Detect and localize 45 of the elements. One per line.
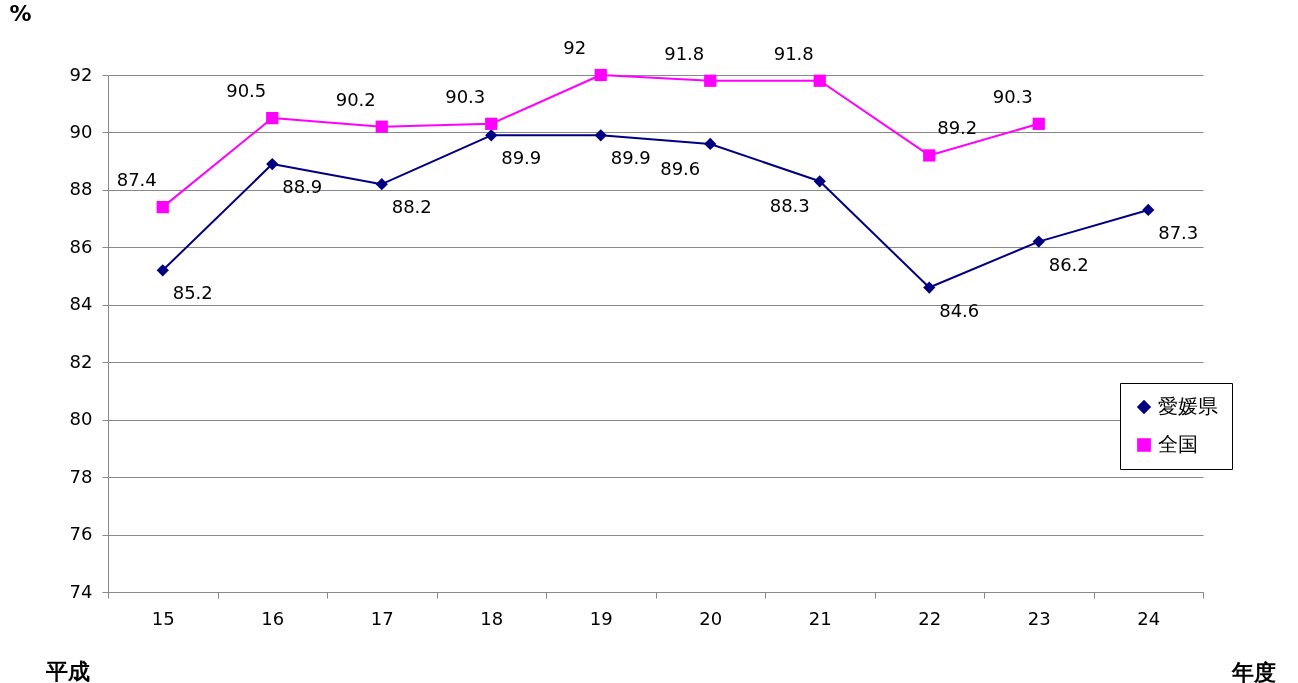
data-label: 90.3 — [445, 85, 486, 107]
data-label: 87.3 — [1158, 221, 1199, 243]
data-label: 84.6 — [939, 299, 980, 321]
data-label: 89.9 — [610, 147, 651, 169]
data-label: 87.4 — [116, 169, 157, 191]
data-label: 91.8 — [773, 42, 814, 64]
x-tick-label: 21 — [808, 607, 832, 629]
x-tick-label: 20 — [699, 607, 723, 629]
data-label: 92 — [563, 37, 587, 58]
data-label: 90.5 — [226, 80, 267, 102]
x-tick-label: 24 — [1137, 607, 1161, 629]
data-label: 89.6 — [660, 157, 701, 179]
y-tick-label: 80 — [69, 408, 93, 430]
y-tick-label: 90 — [69, 120, 93, 142]
legend-label: 愛媛県 — [1158, 394, 1218, 418]
data-label: 88.3 — [769, 195, 810, 217]
data-label: 88.2 — [391, 196, 432, 218]
data-label: 86.2 — [1048, 253, 1089, 275]
y-tick-label: 86 — [69, 235, 93, 257]
y-tick-label: 76 — [69, 523, 93, 545]
x-tick-label: 22 — [918, 607, 942, 629]
point — [156, 264, 169, 277]
y-axis-title: % — [9, 0, 32, 26]
x-tick-label: 23 — [1027, 607, 1051, 629]
x-tick-label: 16 — [261, 607, 285, 629]
legend-label: 全国 — [1158, 432, 1198, 456]
x-tick-label: 19 — [589, 607, 613, 629]
y-tick-label: 92 — [69, 63, 93, 85]
x-tick-label: 17 — [370, 607, 394, 629]
data-label: 90.2 — [335, 88, 376, 110]
y-tick-label: 74 — [69, 580, 93, 602]
data-label: 88.9 — [282, 176, 323, 198]
x-tick-label: 18 — [480, 607, 504, 629]
text: 平成 — [45, 659, 90, 683]
data-label: 89.9 — [501, 147, 542, 169]
data-label: 89.2 — [937, 117, 978, 139]
y-tick-label: 84 — [69, 293, 93, 315]
data-label: 85.2 — [172, 282, 213, 304]
data-label: 90.3 — [992, 85, 1033, 107]
y-tick-label: 78 — [69, 465, 93, 487]
y-tick-label: 82 — [69, 350, 93, 372]
x-axis-title: 年度 — [1230, 659, 1276, 683]
x-tick-label: 15 — [151, 607, 175, 629]
y-tick-label: 88 — [69, 178, 93, 200]
data-label: 91.8 — [664, 42, 705, 64]
